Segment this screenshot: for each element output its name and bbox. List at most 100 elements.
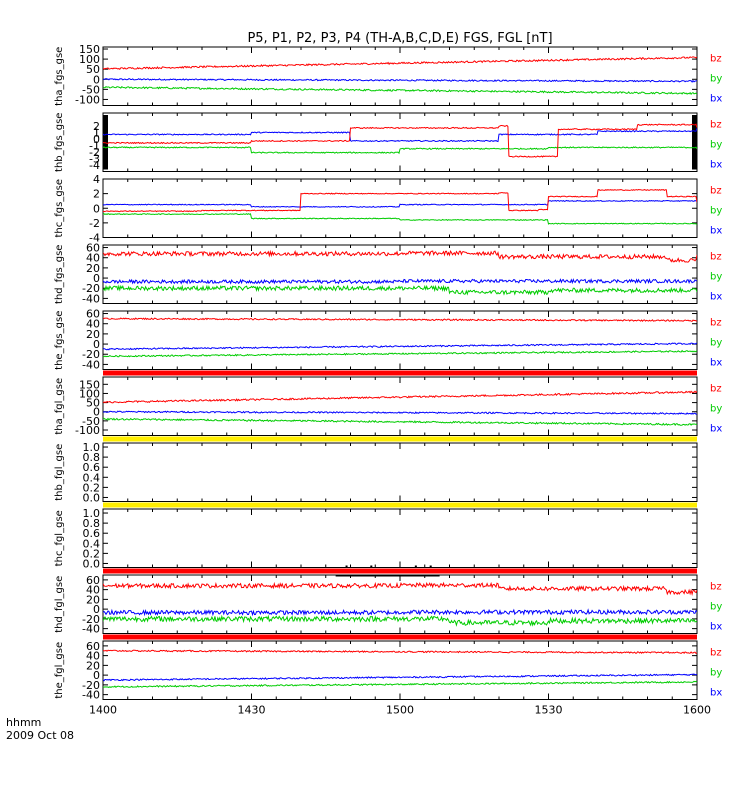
y-tick-label: 20 (86, 328, 100, 341)
legend-bz: bz (710, 54, 722, 65)
y-axis-label: thd_fgs_gse (54, 245, 65, 304)
series-line-bx (103, 78, 697, 83)
legend-bx: bx (710, 291, 722, 302)
legend-bx: bx (710, 621, 722, 632)
y-tick-label: 20 (86, 262, 100, 275)
y-tick-label: 40 (86, 252, 100, 265)
y-tick-label: 4 (93, 173, 100, 186)
legend-bx: bx (710, 93, 722, 104)
series-line-bx (103, 278, 697, 285)
y-tick-label: 50 (86, 397, 100, 410)
series-line-by (103, 614, 697, 627)
time-label: hhmm (6, 716, 41, 729)
panel-frame (102, 46, 698, 106)
series-line-by (103, 284, 697, 296)
y-axis-label: tha_fgl_gse (54, 378, 65, 435)
series-line-bz (103, 581, 697, 597)
y-tick-label: 1 (93, 127, 100, 140)
panel-frame (102, 574, 698, 634)
legend-by: by (710, 271, 722, 282)
y-axis-label: thc_fgl_gse (54, 510, 65, 566)
y-tick-label: 2 (93, 188, 100, 201)
panel-thb-fgl-gse: 1.00.80.60.40.20.0 thb_fgl_gse (54, 441, 698, 508)
y-tick-label: 2 (93, 120, 100, 133)
y-tick-label: -40 (82, 292, 100, 305)
x-tick-label: 1400 (89, 704, 117, 717)
date-label: 2009 Oct 08 (6, 729, 74, 742)
series-line-bz (103, 123, 697, 158)
series-line-bz (103, 56, 697, 71)
y-tick-label: 50 (86, 63, 100, 76)
panel-frame (102, 442, 698, 502)
series-line-bx (103, 199, 697, 208)
y-tick-label: -40 (82, 689, 100, 702)
y-tick-label: -1 (89, 140, 100, 153)
legend-by: by (710, 337, 722, 348)
y-tick-label: -20 (82, 282, 100, 295)
interval-dot (370, 565, 373, 568)
series-line-by (103, 146, 697, 155)
x-tick-label: 1530 (535, 704, 563, 717)
legend-by: by (710, 139, 722, 150)
legend-bz: bz (710, 186, 722, 197)
y-tick-label: -100 (75, 93, 100, 106)
y-tick-label: -100 (75, 424, 100, 437)
y-tick-label: -50 (82, 83, 100, 96)
y-tick-label: -4 (89, 159, 100, 172)
y-tick-label: 0.6 (83, 461, 101, 474)
interval-dot (345, 565, 348, 568)
status-bar (103, 634, 697, 640)
series-line-by (103, 213, 697, 225)
y-axis-label: thd_fgl_gse (54, 576, 65, 633)
y-tick-label: -20 (82, 348, 100, 361)
interval-dot (414, 565, 417, 568)
y-tick-label: -40 (82, 358, 100, 371)
y-axis-label: thb_fgl_gse (54, 444, 65, 501)
y-tick-label: 100 (79, 53, 100, 66)
legend-bz: bz (710, 384, 722, 395)
data-gap-bar-left (103, 115, 108, 170)
y-tick-label: 150 (79, 43, 100, 56)
y-axis-label: thb_fgs_gse (54, 113, 65, 172)
legend-by: by (710, 601, 722, 612)
y-tick-label: 0.0 (83, 557, 101, 570)
y-tick-label: 20 (86, 659, 100, 672)
series-line-bz (103, 249, 697, 263)
panel-frame (102, 178, 698, 238)
y-tick-label: -20 (82, 679, 100, 692)
series-line-bz (103, 188, 697, 213)
legend-by: by (710, 667, 722, 678)
y-tick-label: 60 (86, 242, 100, 255)
y-axis-label: the_fgl_gse (54, 642, 65, 699)
y-tick-label: 0 (93, 406, 100, 419)
legend-by: by (710, 73, 722, 84)
y-tick-label: 0 (93, 133, 100, 146)
y-tick-label: 1.0 (83, 441, 101, 454)
y-tick-label: 0 (93, 272, 100, 285)
panel-frame (102, 376, 698, 436)
series-line-bx (103, 410, 697, 415)
y-axis-label: the_fgs_gse (54, 311, 65, 370)
y-tick-label: -2 (89, 217, 100, 230)
series-line-bz (103, 649, 697, 655)
y-tick-label: 20 (86, 593, 100, 606)
series-line-bx (103, 342, 697, 351)
y-tick-label: 0.0 (83, 491, 101, 504)
plot-title: P5, P1, P2, P3, P4 (TH-A,B,C,D,E) FGS, F… (247, 31, 552, 46)
legend-bz: bz (710, 318, 722, 329)
y-tick-label: -20 (82, 613, 100, 626)
legend-bz: bz (710, 582, 722, 593)
legend-bx: bx (710, 423, 722, 434)
y-tick-label: -4 (89, 232, 100, 245)
status-bar (103, 436, 697, 442)
status-bar (103, 502, 697, 508)
y-tick-label: 0.6 (83, 527, 101, 540)
status-bar (103, 370, 697, 376)
series-line-by (103, 85, 697, 96)
y-tick-label: 0.4 (83, 471, 101, 484)
series-line-bz (103, 317, 697, 323)
y-tick-label: 40 (86, 584, 100, 597)
